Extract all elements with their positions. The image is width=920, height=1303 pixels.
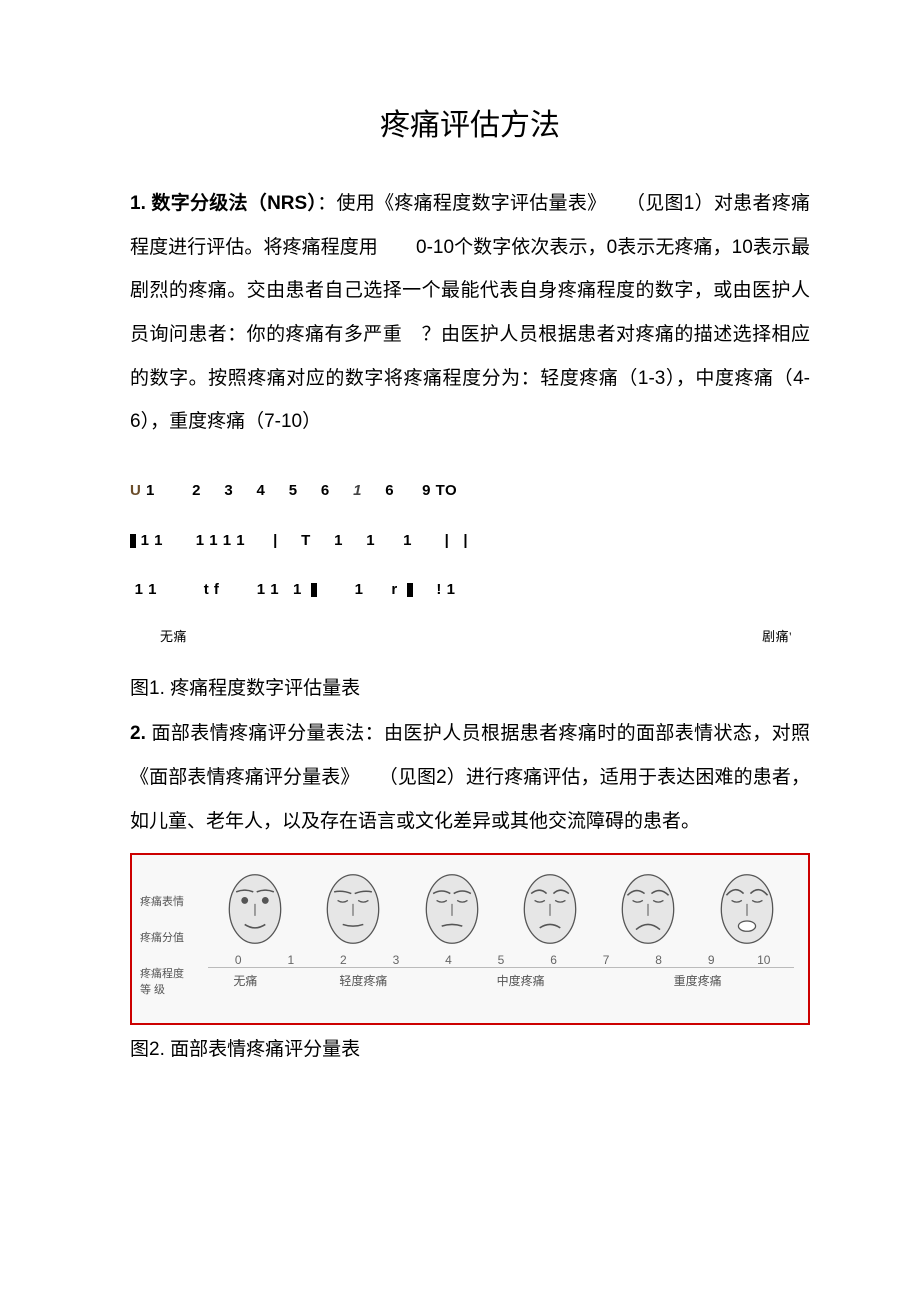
face-score-number: 5 xyxy=(475,953,528,967)
face-score-number: 6 xyxy=(527,953,580,967)
nrs-scale-ticks-1: 1 1 1 1 1 1 | T 1 1 1 | | xyxy=(130,533,810,550)
section-1: 1. 数字分级法（NRS）：使用《疼痛程度数字评估量表》 （见图1）对患者疼痛程… xyxy=(130,182,810,444)
pain-face-0 xyxy=(219,865,291,953)
pain-face-4 xyxy=(612,865,684,953)
severity-label: 重度疼痛 xyxy=(599,972,796,989)
nrs-scale: U 1 2 3 4 5 6 1 6 9 TO 1 1 1 1 1 1 | T 1… xyxy=(130,450,810,660)
nrs-label-left: 无痛 xyxy=(160,630,187,644)
face-score-number: 2 xyxy=(317,953,370,967)
faces-numbers-row: 012345678910 xyxy=(208,953,794,968)
section-1-heading: 数字分级法（NRS） xyxy=(151,193,317,214)
row-label-expression: 疼痛表情 xyxy=(140,893,202,909)
face-score-number: 7 xyxy=(580,953,633,967)
page-title: 疼痛评估方法 xyxy=(130,100,810,144)
section-2-num: 2. xyxy=(130,723,146,744)
face-score-number: 3 xyxy=(370,953,423,967)
face-score-number: 9 xyxy=(685,953,738,967)
faces-chart-main: 012345678910 无痛轻度疼痛中度疼痛重度疼痛 xyxy=(202,865,800,991)
faces-chart-row-labels: 疼痛表情 疼痛分值 疼痛程度 等 级 xyxy=(140,865,202,1017)
severity-label: 轻度疼痛 xyxy=(285,972,442,989)
figure-2-caption: 图2. 面部表情疼痛评分量表 xyxy=(130,1031,810,1069)
row-label-level: 疼痛程度 等 级 xyxy=(140,965,202,997)
faces-severity-row: 无痛轻度疼痛中度疼痛重度疼痛 xyxy=(202,972,800,991)
section-1-body: ：使用《疼痛程度数字评估量表》 （见图1）对患者疼痛程度进行评估。将疼痛程度用 … xyxy=(130,193,810,432)
face-score-number: 0 xyxy=(212,953,265,967)
pain-face-1 xyxy=(317,865,389,953)
nrs-scale-ticks-2: 1 1 t f 1 1 1 1 r ! 1 xyxy=(130,582,810,599)
pain-face-2 xyxy=(416,865,488,953)
nrs-scale-numbers: U 1 2 3 4 5 6 1 6 9 TO xyxy=(130,483,810,500)
face-score-number: 1 xyxy=(265,953,318,967)
severity-label: 中度疼痛 xyxy=(442,972,599,989)
section-1-num: 1. xyxy=(130,193,146,214)
faces-row xyxy=(202,865,800,953)
face-score-number: 4 xyxy=(422,953,475,967)
face-score-number: 10 xyxy=(737,953,790,967)
severity-label: 无痛 xyxy=(206,972,285,989)
nrs-label-right: 剧痛' xyxy=(762,630,792,644)
face-score-number: 8 xyxy=(632,953,685,967)
faces-chart: 疼痛表情 疼痛分值 疼痛程度 等 级 012345678910 无痛轻度疼痛中度… xyxy=(130,853,810,1025)
nrs-scale-labels: 无痛 剧痛' xyxy=(130,630,810,644)
figure-1-caption: 图1. 疼痛程度数字评估量表 xyxy=(130,670,810,708)
section-2-body: 面部表情疼痛评分量表法：由医护人员根据患者疼痛时的面部表情状态，对照《面部表情疼… xyxy=(130,723,810,831)
pain-face-5 xyxy=(711,865,783,953)
pain-face-3 xyxy=(514,865,586,953)
section-2: 2. 面部表情疼痛评分量表法：由医护人员根据患者疼痛时的面部表情状态，对照《面部… xyxy=(130,712,810,843)
row-label-score: 疼痛分值 xyxy=(140,929,202,945)
